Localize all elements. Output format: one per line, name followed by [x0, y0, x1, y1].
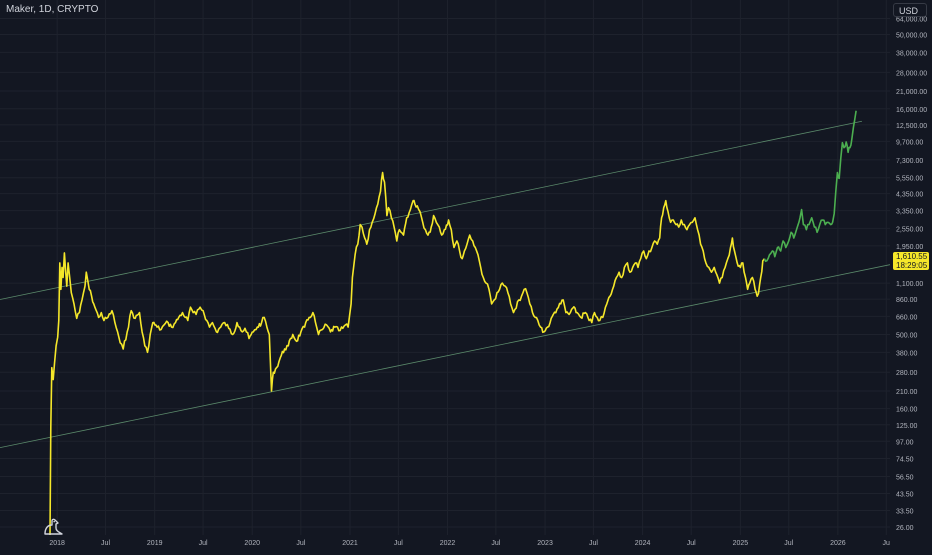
y-tick-label: 7,300.00	[896, 158, 923, 165]
x-tick-label: Ju	[883, 540, 891, 547]
y-tick-label: 26.00	[896, 525, 914, 532]
channel-lines	[0, 120, 891, 449]
tradingview-dino-icon[interactable]	[42, 518, 64, 541]
x-tick-label: Jul	[687, 540, 696, 547]
x-tick-label: Jul	[394, 540, 403, 547]
price-series	[49, 110, 857, 536]
channel-line	[0, 264, 891, 449]
x-tick-label: 2023	[537, 540, 553, 547]
y-tick-label: 43.50	[896, 491, 914, 498]
y-tick-label: 21,000.00	[896, 89, 927, 96]
y-tick-label: 1,100.00	[896, 281, 923, 288]
channel-line	[0, 120, 863, 300]
y-tick-label: 380.00	[896, 350, 918, 357]
x-tick-label: Jul	[589, 540, 598, 547]
price-line	[49, 171, 766, 536]
y-tick-label: 860.00	[896, 297, 918, 304]
x-tick-label: 2018	[49, 540, 65, 547]
y-tick-label: 500.00	[896, 332, 918, 339]
y-tick-label: 33.50	[896, 509, 914, 516]
y-tick-label: 9,700.00	[896, 139, 923, 146]
x-tick-label: 2020	[244, 540, 260, 547]
x-tick-label: 2021	[342, 540, 358, 547]
x-tick-label: Jul	[491, 540, 500, 547]
y-tick-label: 64,000.00	[896, 16, 927, 23]
x-tick-label: 2019	[147, 540, 163, 547]
x-tick-label: Jul	[199, 540, 208, 547]
x-tick-label: 2022	[440, 540, 456, 547]
y-tick-label: 28,000.00	[896, 70, 927, 77]
y-tick-label: 74.50	[896, 456, 914, 463]
price-line	[763, 110, 857, 263]
x-tick-label: Jul	[101, 540, 110, 547]
x-tick-label: Jul	[296, 540, 305, 547]
y-tick-label: 4,350.00	[896, 192, 923, 199]
price-axis: 64,000.00 50,000.00 38,000.00 28,000.00 21,0…	[896, 16, 927, 532]
y-tick-label: 160.00	[896, 407, 918, 414]
y-tick-label: 1,950.00	[896, 244, 923, 251]
y-tick-label: 125.00	[896, 423, 918, 430]
y-tick-label: 97.00	[896, 439, 914, 446]
y-tick-label: 2,550.00	[896, 226, 923, 233]
y-tick-label: 660.00	[896, 314, 918, 321]
x-tick-label: 2024	[635, 540, 651, 547]
y-tick-label: 5,550.00	[896, 176, 923, 183]
y-tick-label: 56.50	[896, 474, 914, 481]
y-tick-label: 210.00	[896, 389, 918, 396]
last-price-value: 1,610.55	[896, 251, 928, 261]
time-axis: 2018 Jul 2019 Jul 2020 Jul 2021 Jul 2022 Jul 2023 J…	[49, 540, 890, 547]
y-tick-label: 280.00	[896, 370, 918, 377]
y-tick-label: 38,000.00	[896, 50, 927, 57]
symbol-title: Maker, 1D, CRYPTO	[6, 4, 99, 15]
currency-button[interactable]: USD	[893, 3, 927, 17]
last-price-tag: 1,610.55 18:29:05	[893, 251, 929, 270]
y-tick-label: 3,350.00	[896, 209, 923, 216]
x-tick-label: Jul	[784, 540, 793, 547]
x-tick-label: 2025	[733, 540, 749, 547]
y-tick-label: 12,500.00	[896, 123, 927, 130]
x-tick-label: 2026	[830, 540, 846, 547]
bar-countdown: 18:29:05	[896, 260, 928, 270]
y-tick-label: 16,000.00	[896, 107, 927, 114]
y-tick-label: 50,000.00	[896, 33, 927, 40]
